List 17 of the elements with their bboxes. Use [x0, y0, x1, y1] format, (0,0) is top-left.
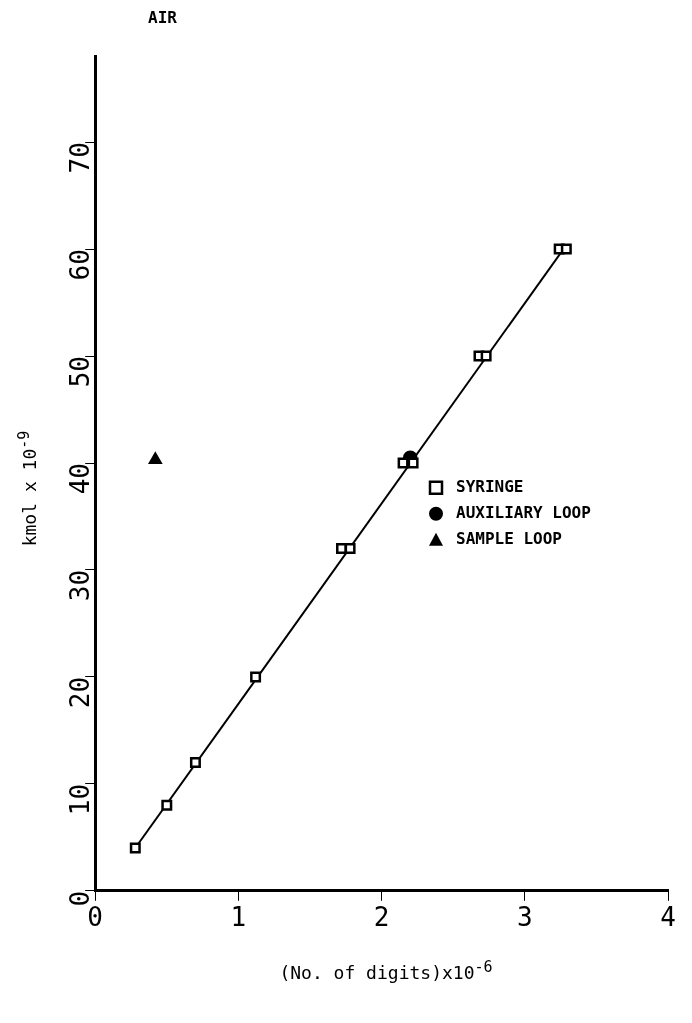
y-tick-label: 30 [64, 569, 95, 602]
legend-label: SYRINGE [456, 476, 524, 496]
legend-label: AUXILIARY LOOP [456, 502, 591, 522]
x-axis-title: (No. of digits)x10$^{-6}$ [278, 958, 494, 983]
y-tick-label: 20 [64, 676, 95, 709]
y-tick-label: 70 [64, 142, 95, 174]
x-tick-label: 3 [516, 902, 533, 933]
x-tick-label: 1 [230, 902, 247, 933]
y-tick-label: 50 [64, 356, 95, 388]
legend-label: SAMPLE LOOP [456, 528, 562, 548]
y-tick-label: 0 [64, 890, 95, 907]
y-tick-label: 40 [64, 463, 95, 495]
y-tick-label: 60 [64, 249, 95, 281]
chart-title: AIR [147, 8, 178, 29]
x-tick-label: 2 [373, 902, 390, 933]
y-tick-label: 10 [64, 783, 95, 816]
x-tick-label: 4 [660, 902, 676, 933]
